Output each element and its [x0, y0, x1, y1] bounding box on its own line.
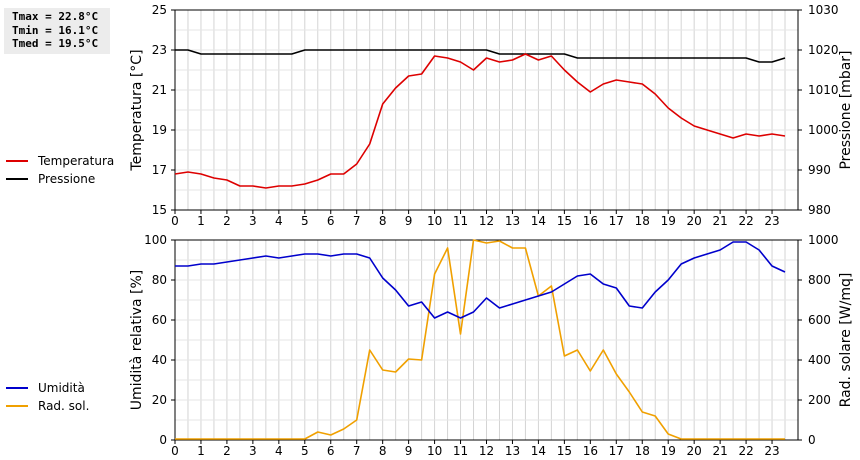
chart2-xtick-label: 13	[505, 444, 520, 458]
chart2-xtick-label: 3	[249, 444, 257, 458]
chart2-series-rad-sol-line	[175, 239, 785, 440]
chart1-xtick-label: 10	[427, 214, 442, 228]
chart2-xtick-label: 18	[635, 444, 650, 458]
chart2-xtick-label: 20	[687, 444, 702, 458]
legend-swatch-pressione	[6, 178, 28, 180]
chart2-y2tick-label: 1000	[808, 233, 839, 247]
chart2-ytick-label: 80	[152, 273, 167, 287]
chart1-ytick-label: 15	[152, 203, 167, 217]
chart2-xtick-label: 10	[427, 444, 442, 458]
chart1-xtick-label: 22	[738, 214, 753, 228]
chart1-y2label: Pressione [mbar]	[838, 50, 854, 169]
tmax-text: Tmax = 22.8°C	[12, 10, 99, 23]
chart1-xtick-label: 7	[353, 214, 361, 228]
chart2-y2tick-label: 800	[808, 273, 831, 287]
chart2-xtick-label: 21	[712, 444, 727, 458]
chart1-xtick-label: 13	[505, 214, 520, 228]
legend-item-temperatura: Temperatura	[6, 152, 114, 170]
legend-item-radsol: Rad. sol.	[6, 397, 89, 415]
legend-swatch-radsol	[6, 405, 28, 407]
chart1-ytick-label: 23	[152, 43, 167, 57]
chart1-y2tick-label: 1000	[808, 123, 839, 137]
chart2-ytick-label: 0	[159, 433, 167, 447]
chart2-xtick-label: 14	[531, 444, 546, 458]
chart1-y2tick-label: 990	[808, 163, 831, 177]
chart1-ytick-label: 19	[152, 123, 167, 137]
chart1-ytick-label: 17	[152, 163, 167, 177]
chart1-xtick-label: 8	[379, 214, 387, 228]
chart1-series-pressione-line	[175, 49, 786, 63]
tmin-text: Tmin = 16.1°C	[12, 23, 99, 37]
chart1-xtick-label: 12	[479, 214, 494, 228]
chart1-series-temperatura-line	[174, 53, 786, 189]
chart1-xtick-label: 14	[531, 214, 546, 228]
legend-top: Temperatura Pressione	[6, 152, 114, 188]
chart1-xtick-label: 9	[405, 214, 413, 228]
chart1-xtick-label: 6	[327, 214, 335, 228]
chart1-xtick-label: 5	[301, 214, 309, 228]
chart1-xtick-label: 21	[712, 214, 727, 228]
chart1-xtick-label: 23	[764, 214, 779, 228]
chart1-xtick-label: 0	[171, 214, 179, 228]
chart1-xtick-label: 20	[687, 214, 702, 228]
chart1-xtick-label: 19	[661, 214, 676, 228]
tmed-text: Tmed = 19.5°C	[12, 37, 99, 50]
chart1-xtick-label: 3	[249, 214, 257, 228]
chart2-xtick-label: 4	[275, 444, 283, 458]
chart2-xtick-label: 11	[453, 444, 468, 458]
stats-box: Tmax = 22.8°C Tmin = 16.1°C Tmed = 19.5°…	[4, 8, 110, 54]
chart2-xtick-label: 9	[405, 444, 413, 458]
chart1-y2tick-label: 980	[808, 203, 831, 217]
chart2-xtick-label: 16	[583, 444, 598, 458]
legend-label-radsol: Rad. sol.	[38, 399, 90, 413]
chart1-xtick-label: 18	[635, 214, 650, 228]
legend-item-pressione: Pressione	[6, 170, 114, 188]
chart2-ytick-label: 60	[152, 313, 167, 327]
chart2-xtick-label: 19	[661, 444, 676, 458]
chart2-xtick-label: 0	[171, 444, 179, 458]
chart2-xtick-label: 6	[327, 444, 335, 458]
chart2-y2label: Rad. solare [W/mq]	[838, 273, 854, 408]
chart2-y2tick-label: 600	[808, 313, 831, 327]
chart1-xtick-label: 1	[197, 214, 205, 228]
chart2-xtick-label: 12	[479, 444, 494, 458]
legend-swatch-temperatura	[6, 160, 28, 162]
chart2-ytick-label: 20	[152, 393, 167, 407]
chart2-xtick-label: 23	[764, 444, 779, 458]
legend-label-umidita: Umidità	[38, 381, 85, 395]
chart2-series-umidit-line	[175, 241, 786, 319]
chart2-y2tick-label: 400	[808, 353, 831, 367]
chart2-xtick-label: 22	[738, 444, 753, 458]
legend-bottom: Umidità Rad. sol.	[6, 379, 89, 415]
chart1-y2tick-label: 1030	[808, 3, 839, 17]
chart2-ytick-label: 100	[144, 233, 167, 247]
chart2-y2tick-label: 0	[808, 433, 816, 447]
chart2-y2tick-label: 200	[808, 393, 831, 407]
chart1-xtick-label: 16	[583, 214, 598, 228]
chart2-xtick-label: 2	[223, 444, 231, 458]
chart1-xtick-label: 11	[453, 214, 468, 228]
chart1-xtick-label: 15	[557, 214, 572, 228]
chart1-xtick-label: 2	[223, 214, 231, 228]
chart1-ytick-label: 25	[152, 3, 167, 17]
chart2-ylabel: Umidità relativa [%]	[129, 270, 145, 411]
chart1-xtick-label: 4	[275, 214, 283, 228]
legend-label-temperatura: Temperatura	[38, 154, 115, 168]
chart2-xtick-label: 1	[197, 444, 205, 458]
chart1-y2tick-label: 1010	[808, 83, 839, 97]
chart2-ytick-label: 40	[152, 353, 167, 367]
chart2-xtick-label: 7	[353, 444, 361, 458]
legend-item-umidita: Umidità	[6, 379, 89, 397]
chart2-xtick-label: 8	[379, 444, 387, 458]
legend-label-pressione: Pressione	[38, 172, 96, 186]
chart1-y2tick-label: 1020	[808, 43, 839, 57]
legend-swatch-umidita	[6, 387, 28, 389]
chart2-xtick-label: 5	[301, 444, 309, 458]
chart1-ylabel: Temperatura [°C]	[129, 49, 145, 171]
chart1-ytick-label: 21	[152, 83, 167, 97]
chart1-xtick-label: 17	[609, 214, 624, 228]
chart2-xtick-label: 15	[557, 444, 572, 458]
chart2-xtick-label: 17	[609, 444, 624, 458]
